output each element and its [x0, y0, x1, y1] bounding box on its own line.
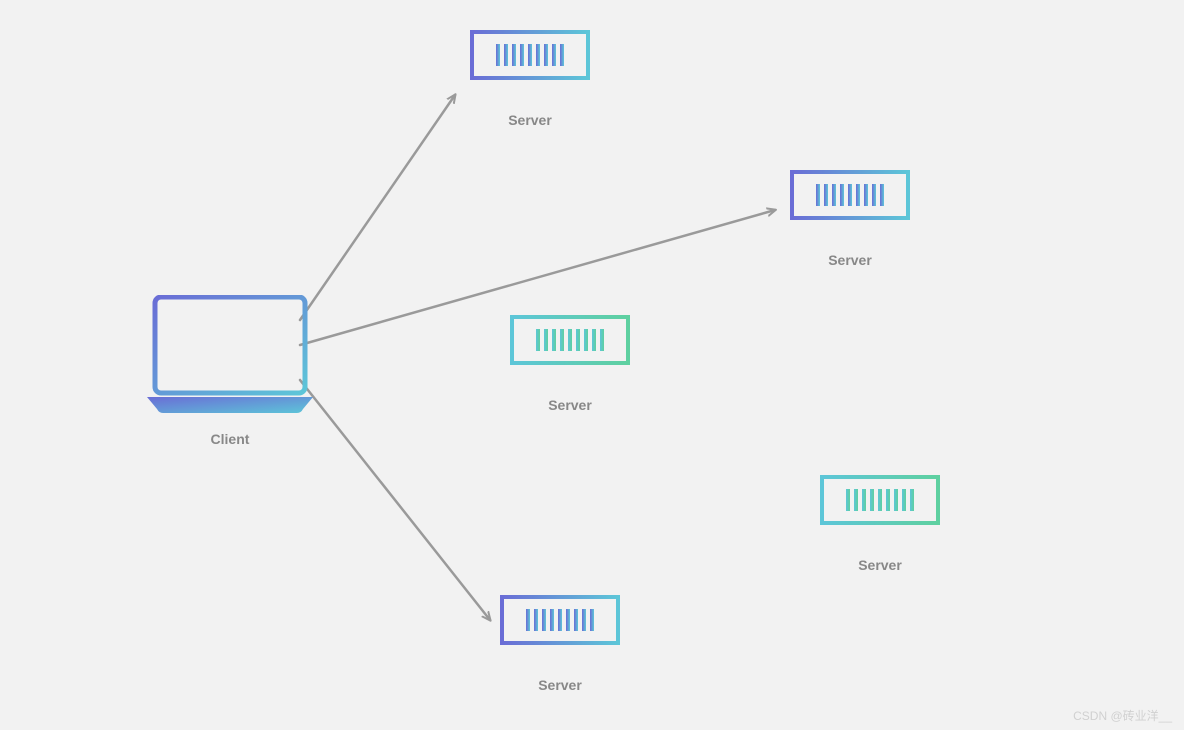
- client-node: Client: [145, 295, 315, 447]
- server-node: Server: [500, 595, 620, 693]
- server-icon: [790, 170, 910, 238]
- server-icon: [820, 475, 940, 543]
- server-icon: [500, 595, 620, 663]
- server-label: Server: [548, 397, 592, 413]
- laptop-icon: [145, 295, 315, 417]
- server-node: Server: [820, 475, 940, 573]
- server-icon: [470, 30, 590, 98]
- server-label: Server: [828, 252, 872, 268]
- server-label: Server: [858, 557, 902, 573]
- server-node: Server: [470, 30, 590, 128]
- server-icon: [510, 315, 630, 383]
- server-node: Server: [510, 315, 630, 413]
- client-label: Client: [211, 431, 250, 447]
- server-label: Server: [508, 112, 552, 128]
- server-node: Server: [790, 170, 910, 268]
- watermark-text: CSDN @砖业洋__: [1073, 707, 1172, 724]
- server-label: Server: [538, 677, 582, 693]
